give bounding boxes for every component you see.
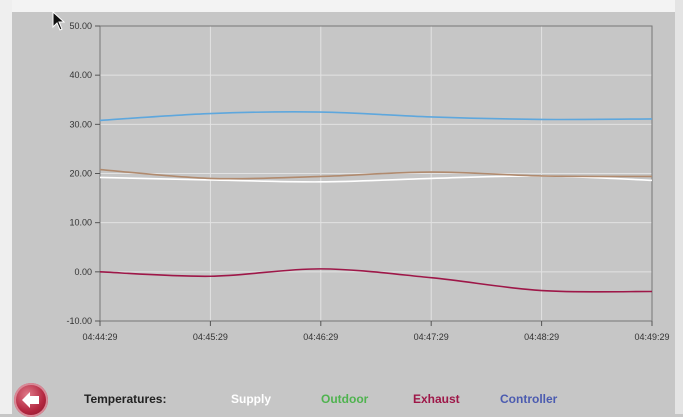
x-tick-label: 04:47:29 xyxy=(414,332,449,342)
y-tick-label: 40.00 xyxy=(69,70,92,80)
series-line-outdoor xyxy=(99,168,653,180)
back-button[interactable] xyxy=(14,383,48,417)
y-tick-label: 30.00 xyxy=(69,119,92,129)
legend-supply: Supply xyxy=(231,392,272,406)
x-tick-label: 04:44:29 xyxy=(82,332,117,342)
back-arrow-icon xyxy=(22,392,39,408)
y-tick-label: 0.00 xyxy=(74,267,92,277)
top-bar xyxy=(0,0,683,12)
x-tick-label: 04:49:29 xyxy=(634,332,669,342)
x-tick-label: 04:48:29 xyxy=(524,332,559,342)
y-tick-label: 50.00 xyxy=(69,21,92,31)
series-line-controller xyxy=(99,111,653,122)
series-line-exhaust xyxy=(99,268,653,293)
x-axis-ticks: 04:44:29 04:45:29 04:46:29 04:47:29 04:48:29… xyxy=(82,321,670,342)
left-edge xyxy=(0,0,12,414)
legend-title: Temperatures: xyxy=(84,392,167,406)
legend-outdoor: Outdoor xyxy=(321,392,369,406)
right-edge xyxy=(675,0,683,414)
y-tick-label: -10.00 xyxy=(66,316,92,326)
chart-series xyxy=(99,111,653,293)
legend-exhaust: Exhaust xyxy=(413,392,460,406)
legend-controller: Controller xyxy=(500,392,558,406)
y-tick-label: 10.00 xyxy=(69,218,92,228)
mouse-pointer-icon xyxy=(52,11,66,31)
y-axis-ticks: -10.00 0.00 10.00 20.00 30.00 40.00 50.00 xyxy=(66,21,100,326)
x-tick-label: 04:46:29 xyxy=(303,332,338,342)
x-tick-label: 04:45:29 xyxy=(193,332,228,342)
y-tick-label: 20.00 xyxy=(69,169,92,179)
